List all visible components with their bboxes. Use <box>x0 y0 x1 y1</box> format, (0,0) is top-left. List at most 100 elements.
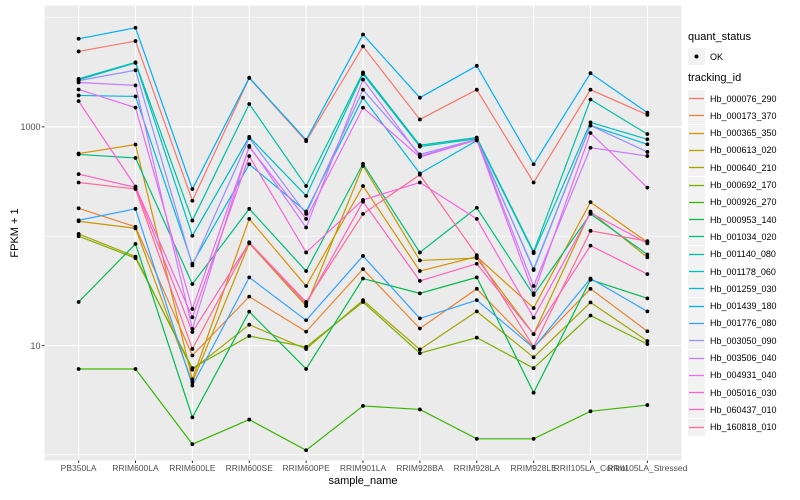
data-point <box>361 254 365 258</box>
x-tick-label: RRIM600PE <box>282 463 330 473</box>
legend-key-line-icon <box>688 297 705 315</box>
data-point <box>474 138 479 142</box>
data-point <box>645 339 650 343</box>
data-point <box>588 200 593 205</box>
legend-item-label: Hb_000692_170 <box>710 180 777 190</box>
data-point <box>417 347 422 352</box>
data-point <box>247 216 252 221</box>
data-point <box>531 436 536 441</box>
data-point <box>588 145 593 150</box>
data-point <box>588 131 593 135</box>
data-point <box>133 187 138 191</box>
legend-item-label: Hb_003506_040 <box>710 353 777 363</box>
data-point <box>645 252 650 257</box>
data-point <box>76 80 81 85</box>
data-point <box>304 250 309 255</box>
data-point <box>645 110 650 115</box>
data-point <box>361 32 365 37</box>
legend-item-label: Hb_001178_060 <box>710 266 776 277</box>
data-point <box>417 250 422 255</box>
data-point <box>474 216 479 221</box>
data-point <box>133 256 138 261</box>
data-point <box>531 366 536 371</box>
data-point <box>361 105 365 110</box>
quant-ok-point-icon <box>688 48 705 65</box>
data-point <box>247 309 252 314</box>
data-point <box>474 63 479 68</box>
data-point <box>190 282 195 286</box>
data-point <box>645 137 650 142</box>
data-point <box>531 345 536 349</box>
legend-item-label: Hb_060437_010 <box>710 404 777 415</box>
data-point <box>361 161 365 166</box>
legend-item-label: Hb_000640_210 <box>710 162 777 173</box>
legend-key-line-icon <box>688 159 705 177</box>
data-point <box>588 228 593 233</box>
data-point <box>588 210 593 215</box>
legend-key-line-icon <box>688 314 705 332</box>
data-point <box>133 226 138 231</box>
data-point <box>190 353 195 358</box>
legend-item-label: Hb_001034_020 <box>710 231 777 242</box>
data-point <box>247 206 252 211</box>
legend-title-tracking-id: tracking_id <box>688 72 742 84</box>
data-point <box>133 242 138 246</box>
data-point <box>190 315 195 320</box>
data-point <box>645 255 650 260</box>
legend-item-label: Hb_001259_030 <box>710 283 777 294</box>
legend-key-line-icon <box>688 228 705 246</box>
data-point <box>76 99 81 104</box>
legend-item-label: Hb_000953_140 <box>710 214 777 225</box>
data-point <box>247 136 252 140</box>
x-tick-label: RRIM928LA <box>453 463 500 473</box>
data-point <box>474 286 479 291</box>
legend-key-line-icon <box>688 349 705 367</box>
data-point <box>76 180 81 185</box>
legend-title-quant-status: quant_status <box>688 31 751 43</box>
data-point <box>417 180 422 185</box>
data-point <box>588 120 593 125</box>
data-point <box>645 150 650 154</box>
data-point <box>588 97 593 102</box>
data-point <box>531 332 536 337</box>
data-point <box>247 294 252 299</box>
x-tick-label: RRIM600SE <box>225 463 273 473</box>
x-tick-label: PB350LA <box>60 463 97 473</box>
data-point <box>361 199 365 204</box>
data-point <box>645 239 650 244</box>
legend-key-line-icon <box>688 332 705 350</box>
data-point <box>645 329 650 334</box>
data-point <box>645 342 650 346</box>
legend-key-line-icon <box>688 263 705 280</box>
data-point <box>190 442 195 447</box>
data-point <box>76 234 81 239</box>
data-point <box>417 351 422 356</box>
data-point <box>247 154 252 159</box>
data-point <box>588 286 593 291</box>
legend-key-line-icon <box>688 193 705 211</box>
data-point <box>588 243 593 248</box>
data-point <box>417 291 422 296</box>
legend-item-label: Hb_160818_010 <box>710 422 777 433</box>
y-axis-title: FPKM + 1 <box>9 208 21 258</box>
data-point <box>361 77 365 82</box>
data-point <box>474 309 479 314</box>
data-point <box>304 367 309 371</box>
x-tick-label: RRIM600LE <box>169 463 216 473</box>
data-point <box>133 68 138 73</box>
data-point <box>190 380 195 385</box>
legend-key-line-icon <box>688 124 705 142</box>
data-point <box>417 144 422 149</box>
legend-key-line-icon <box>688 245 705 263</box>
legend-item-label: Hb_000365_350 <box>710 128 777 139</box>
legend-key-line-icon <box>688 384 705 402</box>
data-point <box>645 272 650 277</box>
data-point <box>588 313 593 318</box>
data-point <box>247 240 252 245</box>
data-point <box>304 284 309 288</box>
data-point <box>190 415 195 420</box>
data-point <box>361 404 365 408</box>
data-point <box>474 256 479 261</box>
data-point <box>645 142 650 147</box>
